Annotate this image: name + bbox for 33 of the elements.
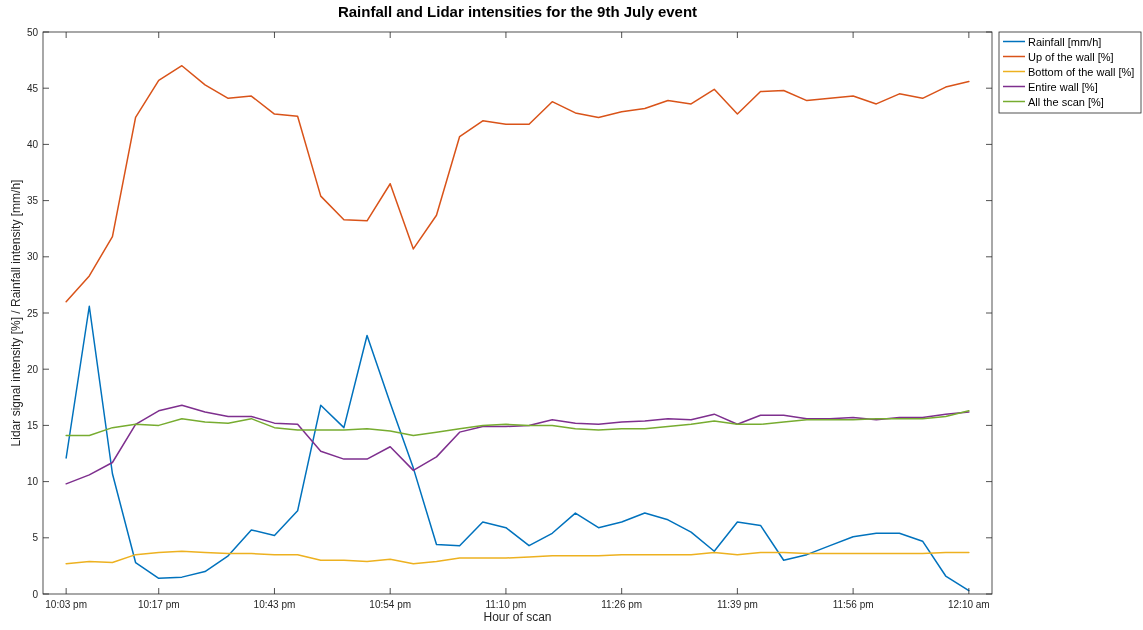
y-tick-label: 25 xyxy=(26,307,39,319)
legend-label: Entire wall [%] xyxy=(1028,80,1098,93)
y-tick-label: 0 xyxy=(32,588,39,600)
x-tick-label: 10:54 pm xyxy=(369,599,412,610)
x-tick-label: 10:43 pm xyxy=(253,599,296,610)
x-tick-label: 11:56 pm xyxy=(832,599,874,610)
y-tick-label: 20 xyxy=(26,363,39,375)
legend-label: All the scan [%] xyxy=(1028,95,1104,108)
x-tick-label: 11:26 pm xyxy=(601,599,643,610)
y-tick-label: 15 xyxy=(26,419,39,431)
line-series xyxy=(65,64,970,303)
line-series xyxy=(65,305,970,592)
y-tick-label: 40 xyxy=(26,138,39,150)
line-series xyxy=(65,404,970,485)
x-axis-title: Hour of scan xyxy=(483,610,552,624)
x-tick-label: 10:03 pm xyxy=(45,599,87,610)
line-series xyxy=(65,410,970,437)
legend-label: Rainfall [mm/h] xyxy=(1028,35,1102,48)
x-tick-label: 10:17 pm xyxy=(137,599,180,610)
y-axis-title: Lidar signal intensity [%] / Rainfall intensity [mm/h] xyxy=(9,179,23,447)
legend-label: Up of the wall [%] xyxy=(1028,50,1114,63)
y-tick-label: 5 xyxy=(32,532,39,544)
y-tick-label: 45 xyxy=(26,82,39,94)
chart-title: Rainfall and Lidar intensities for the 9th July event xyxy=(337,3,698,20)
y-tick-label: 10 xyxy=(26,476,39,488)
y-tick-label: 35 xyxy=(26,195,39,207)
y-tick-label: 50 xyxy=(26,26,39,38)
x-tick-label: 11:39 pm xyxy=(716,599,758,610)
x-tick-label: 11:10 pm xyxy=(485,599,527,610)
y-tick-label: 30 xyxy=(26,251,39,263)
x-tick-label: 12:10 am xyxy=(948,599,990,610)
line-series xyxy=(65,550,970,565)
legend-label: Bottom of the wall [%] xyxy=(1028,65,1135,78)
